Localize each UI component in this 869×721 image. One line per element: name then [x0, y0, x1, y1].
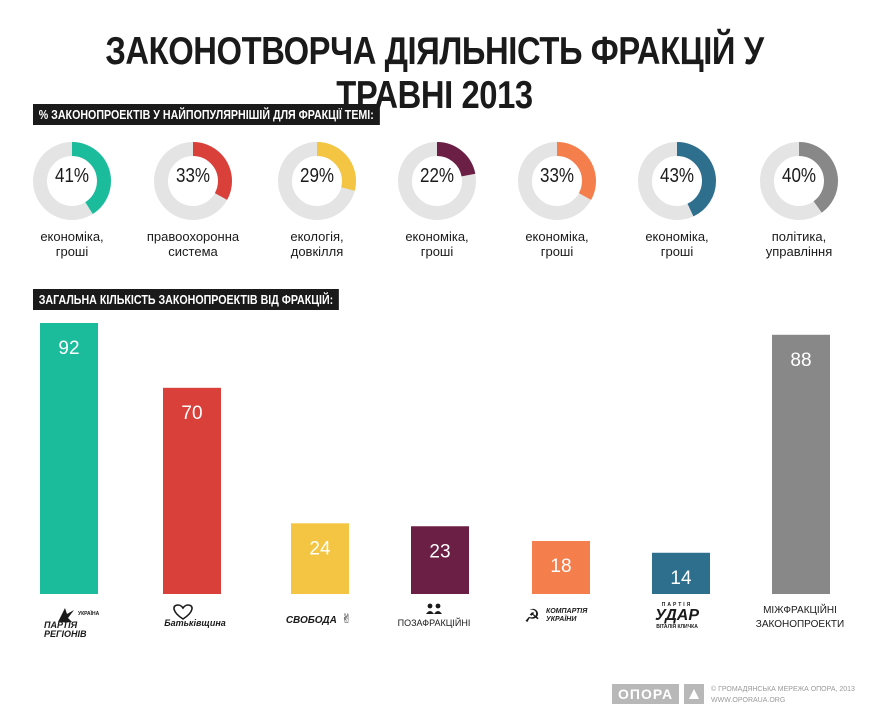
donut-percent: 33% — [175, 165, 211, 187]
donut-slice — [638, 142, 716, 220]
donut-percent: 41% — [54, 165, 90, 187]
donut-percent: 29% — [299, 165, 335, 187]
three-fingers-icon: ✌ — [341, 611, 353, 626]
opora-triangle-icon — [684, 684, 704, 704]
donut-5: 43% економіка, гроші — [622, 139, 732, 259]
party-of-regions-emblem-icon — [58, 608, 74, 622]
opora-badge: ОПОРА — [612, 684, 680, 704]
bar-value-label: 18 — [550, 556, 571, 577]
donut-caption-line2: управління — [765, 244, 833, 259]
kpu-line1: КОМПАРТІЯ — [546, 608, 588, 615]
bar-value-label: 88 — [790, 350, 811, 371]
donut-slice — [33, 142, 111, 220]
bar — [652, 552, 710, 594]
donut-caption: політика, управління — [744, 229, 854, 259]
section-label-totals: ЗАГАЛЬНА КІЛЬКІСТЬ ЗАКОНОПРОЕКТІВ ВІД ФР… — [33, 289, 339, 310]
donut-caption-line1: правоохоронна — [146, 229, 240, 244]
bar — [532, 540, 590, 594]
donut-ring — [154, 142, 232, 220]
donut-caption-line2: гроші — [660, 244, 694, 259]
kpu-line2: УКРАЇНИ — [546, 616, 577, 623]
bar — [291, 523, 349, 594]
udar-top-text: ПАРТІЯ — [661, 602, 693, 608]
footer-credits: © ГРОМАДЯНСЬКА МЕРЕЖА ОПОРА, 2013 WWW.OP… — [711, 684, 855, 706]
logo-party-of-regions: УКРАЇНА ПАРТІЯ РЕГІОНІВ — [30, 606, 120, 639]
bar — [411, 526, 469, 594]
mizhfr-line1: МІЖФРАКЦІЙНІ — [763, 605, 837, 616]
donut-percent: 40% — [781, 165, 817, 187]
bar-value-label: 92 — [58, 338, 79, 359]
svoboda-text: СВОБОДА — [285, 615, 337, 626]
logo-pozafraktsiyni: ПОЗАФРАКЦІЙНІ — [396, 603, 472, 628]
donut-0: 41% економіка, гроші — [17, 139, 127, 259]
donut-caption-line2: система — [168, 244, 218, 259]
donut-4: 33% економіка, гроші — [502, 139, 612, 259]
hammer-sickle-icon: ☭ — [524, 606, 541, 626]
donut-slice — [760, 142, 838, 220]
page-title: ЗАКОНОТВОРЧА ДІЯЛЬНІСТЬ ФРАКЦІЙ У ТРАВНІ… — [105, 30, 764, 117]
bar-value-label: 23 — [429, 541, 450, 562]
regions-small-text: УКРАЇНА — [78, 611, 100, 617]
donut-ring — [398, 142, 476, 220]
donut-slice — [398, 142, 476, 220]
donut-caption-line2: гроші — [55, 244, 89, 259]
donut-1: 33% правоохоронна система — [138, 139, 248, 259]
donut-caption-line1: економіка, — [645, 229, 709, 244]
udar-bottom-text: ВІТАЛІЯ КЛИЧКА — [656, 624, 698, 630]
donut-caption-line2: гроші — [420, 244, 454, 259]
donut-6: 40% політика, управління — [744, 139, 854, 259]
donut-caption: екологія, довкілля — [262, 229, 372, 259]
logo-svoboda: СВОБОДА ✌ — [284, 610, 354, 628]
heart-icon — [173, 604, 193, 620]
donut-ring — [760, 142, 838, 220]
logo-batkivshchyna: Батьківщина — [160, 604, 230, 628]
udar-main-text: УДАР — [654, 607, 699, 624]
mizhfr-line2: ЗАКОНОПРОЕКТИ — [755, 619, 845, 630]
donut-ring — [518, 142, 596, 220]
donut-ring — [638, 142, 716, 220]
donut-percent: 22% — [419, 165, 455, 187]
section-label-topics: % ЗАКОНОПРОЕКТІВ У НАЙПОПУЛЯРНІШІЙ ДЛЯ Ф… — [33, 104, 380, 125]
bar — [772, 334, 830, 594]
bar — [40, 323, 98, 594]
donut-caption-line2: гроші — [540, 244, 574, 259]
donut-caption: економіка, гроші — [382, 229, 492, 259]
donut-caption-line1: екологія, — [290, 229, 344, 244]
donut-caption-line1: економіка, — [525, 229, 589, 244]
donut-caption-line1: економіка, — [40, 229, 104, 244]
pozafraktsiyni-text: ПОЗАФРАКЦІЙНІ — [397, 618, 471, 628]
donut-caption: економіка, гроші — [17, 229, 127, 259]
donut-caption: економіка, гроші — [502, 229, 612, 259]
regions-line2: РЕГІОНІВ — [44, 629, 87, 639]
batkivshchyna-text: Батьківщина — [164, 618, 226, 628]
bar-value-label: 24 — [309, 538, 331, 559]
donut-percent: 33% — [539, 165, 575, 187]
donut-caption: правоохоронна система — [138, 229, 248, 259]
regions-line1: ПАРТІЯ — [44, 620, 78, 630]
donut-slice — [154, 142, 232, 220]
donut-2: 29% екологія, довкілля — [262, 139, 372, 259]
donut-caption: економіка, гроші — [622, 229, 732, 259]
donut-ring — [33, 142, 111, 220]
donut-caption-line2: довкілля — [290, 244, 344, 259]
donut-slice — [518, 142, 596, 220]
donut-percent: 43% — [659, 165, 695, 187]
bar-value-label: 70 — [181, 403, 202, 424]
people-icon — [426, 603, 442, 614]
logo-udar: ПАРТІЯ УДАР ВІТАЛІЯ КЛИЧКА — [640, 602, 714, 630]
donut-caption-line1: економіка, — [405, 229, 469, 244]
bar-value-label: 14 — [670, 568, 692, 589]
donut-3: 22% економіка, гроші — [382, 139, 492, 259]
donut-ring — [278, 142, 356, 220]
logo-mizhfraktsiyni: МІЖФРАКЦІЙНІ ЗАКОНОПРОЕКТИ — [748, 605, 852, 630]
bar — [163, 387, 221, 594]
donut-caption-line1: політика, — [771, 229, 827, 244]
footer-copyright: © ГРОМАДЯНСЬКА МЕРЕЖА ОПОРА, 2013 — [711, 686, 855, 693]
footer-url: WWW.OPORAUA.ORG — [711, 697, 786, 704]
donut-slice — [278, 142, 356, 220]
